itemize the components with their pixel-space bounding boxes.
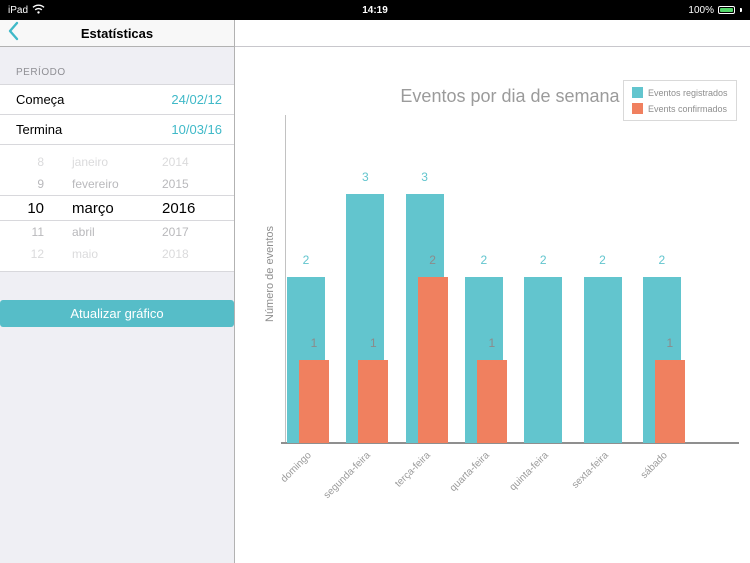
wifi-icon (32, 4, 45, 17)
legend-swatch-orange (632, 103, 643, 114)
field-comeca[interactable]: Começa 24/02/12 (0, 85, 234, 115)
back-chevron-icon (8, 21, 19, 46)
section-label-periodo: PERÍODO (16, 67, 66, 78)
date-picker[interactable]: 8 janeiro 2014 9 fevereiro 2015 10 março… (0, 145, 234, 272)
bar-eventos-registrados (583, 277, 622, 443)
picker-year: 2018 (162, 247, 189, 261)
field-value-start-date: 24/02/12 (171, 92, 222, 107)
picker-month: fevereiro (72, 177, 119, 191)
legend-item-registrados: Eventos registrados (632, 87, 728, 98)
back-button[interactable] (0, 20, 27, 46)
bar-value-label: 2 (599, 253, 606, 267)
picker-year: 2015 (162, 177, 189, 191)
picker-month: abril (72, 225, 95, 239)
bar-value-label: 2 (539, 253, 547, 267)
bar-eventos-registrados (524, 277, 563, 443)
bar-value-label: 3 (361, 170, 369, 184)
bar-value-label: 1 (310, 336, 318, 350)
legend-swatch-teal (632, 87, 643, 98)
battery-icon (718, 6, 735, 14)
clock: 14:19 (362, 4, 388, 16)
main-nav-strip (235, 20, 750, 47)
app-window: Estatísticas PERÍODO Começa 24/02/12 Ter… (0, 20, 750, 563)
battery-cap (740, 8, 742, 12)
picker-month: janeiro (72, 155, 109, 169)
picker-row[interactable]: 11 abril 2017 (0, 221, 234, 243)
bar-eventos-confirmados (417, 277, 448, 443)
bar-value-label: 2 (302, 253, 310, 267)
bar-value-label: 2 (658, 253, 666, 267)
picker-row-selected[interactable]: 10 março 2016 (0, 195, 234, 221)
sidebar: Estatísticas PERÍODO Começa 24/02/12 Ter… (0, 20, 235, 563)
bar-value-label: 3 (421, 170, 428, 184)
field-label: Termina (16, 122, 63, 137)
picker-month: março (72, 199, 114, 217)
bar-value-label: 1 (666, 336, 674, 350)
bar-eventos-confirmados (476, 360, 507, 443)
update-chart-button[interactable]: Atualizar gráfico (0, 300, 234, 327)
picker-row[interactable]: 12 maio 2018 (0, 243, 234, 265)
picker-row[interactable]: 9 fevereiro 2015 (0, 173, 234, 195)
battery-percent: 100% (688, 4, 714, 16)
chart-legend: Eventos registrados Events confirmados (623, 80, 737, 121)
bar-value-label: 2 (480, 253, 488, 267)
bar-value-label: 1 (369, 336, 377, 350)
bar-eventos-confirmados (654, 360, 685, 443)
picker-day: 10 (27, 199, 44, 217)
legend-label: Eventos registrados (648, 87, 728, 98)
x-axis-line (281, 442, 739, 444)
chart-panel: Eventos por dia de semana Eventos regist… (235, 20, 750, 563)
picker-day: 9 (37, 177, 44, 191)
status-bar: iPad 14:19 100% (0, 0, 750, 20)
field-value-end-date: 10/03/16 (171, 122, 222, 137)
picker-month: maio (72, 247, 99, 261)
field-label: Começa (16, 92, 65, 107)
picker-day: 12 (30, 247, 44, 261)
picker-year: 2017 (162, 225, 189, 239)
bar-value-label: 2 (429, 253, 436, 267)
field-termina[interactable]: Termina 10/03/16 (0, 115, 234, 145)
bar-value-label: 1 (488, 336, 496, 350)
page-title: Estatísticas (80, 25, 154, 41)
picker-day: 11 (31, 225, 44, 239)
picker-day: 8 (37, 155, 44, 169)
bar-eventos-confirmados (299, 360, 329, 443)
picker-year: 2016 (162, 199, 196, 217)
chart-title: Eventos por dia de semana (400, 86, 620, 106)
picker-row[interactable]: 8 janeiro 2014 (0, 151, 234, 173)
picker-year: 2014 (162, 155, 189, 169)
legend-label: Events confirmados (648, 103, 728, 114)
y-axis-line (285, 115, 286, 443)
sidebar-nav: Estatísticas (0, 20, 234, 47)
bar-eventos-confirmados (358, 360, 389, 443)
device-label: iPad (8, 4, 29, 16)
legend-item-confirmados: Events confirmados (632, 103, 728, 114)
date-fields: Começa 24/02/12 Termina 10/03/16 (0, 84, 234, 145)
y-axis-title: Número de eventos (264, 226, 276, 322)
